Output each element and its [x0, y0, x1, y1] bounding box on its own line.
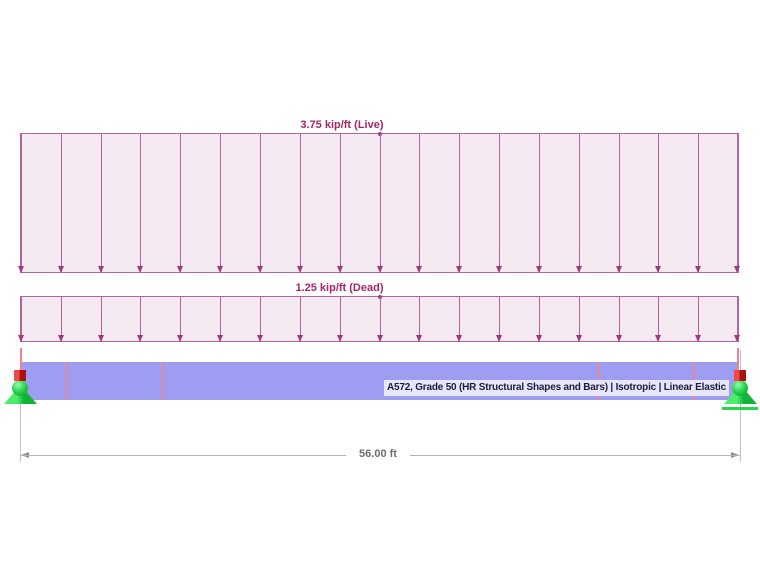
load-arrow-icon [575, 134, 582, 273]
dead-load-label: 1.25 kip/ft (Dead) [295, 282, 384, 294]
dimension-line-right[interactable] [410, 455, 740, 456]
support-ball [12, 380, 28, 396]
load-arrow-icon [695, 297, 702, 342]
dead-load-arrows [18, 297, 740, 342]
load-arrow-icon [456, 134, 463, 273]
live-load-block[interactable]: 3.75 kip/ft (Live) [18, 119, 740, 273]
live-load-arrows [18, 134, 740, 273]
load-arrow-icon [256, 297, 263, 342]
span-dimension-label[interactable]: 56.00 ft [359, 448, 397, 460]
load-arrow-icon [217, 297, 224, 342]
node-marker-icon [14, 370, 26, 381]
load-arrow-icon [296, 297, 303, 342]
support-ball [732, 380, 748, 396]
node-marker-icon [734, 370, 746, 381]
load-arrow-icon [57, 297, 64, 342]
load-arrow-icon [615, 134, 622, 273]
beam-node-tick [66, 362, 68, 400]
live-load-label: 3.75 kip/ft (Live) [300, 119, 384, 131]
beam-node-tick [162, 362, 164, 400]
load-arrow-icon [57, 134, 64, 273]
load-arrow-icon [97, 297, 104, 342]
load-arrow-icon [376, 134, 383, 273]
load-arrow-icon [376, 297, 383, 342]
load-arrow-icon [575, 297, 582, 342]
load-arrow-icon [495, 297, 502, 342]
dead-load-block[interactable]: 1.25 kip/ft (Dead) [18, 282, 740, 342]
load-arrow-icon [416, 297, 423, 342]
load-arrow-icon [256, 134, 263, 273]
load-arrow-icon [734, 134, 740, 273]
load-arrow-icon [495, 134, 502, 273]
load-arrow-icon [296, 134, 303, 273]
load-arrow-icon [18, 297, 24, 342]
load-arrow-icon [416, 134, 423, 273]
load-arrow-icon [615, 297, 622, 342]
load-arrow-icon [655, 297, 662, 342]
roller-line [722, 407, 758, 410]
load-arrow-icon [734, 297, 740, 342]
load-arrow-icon [217, 134, 224, 273]
load-arrow-icon [137, 297, 144, 342]
load-arrow-icon [18, 134, 24, 273]
load-arrow-icon [177, 297, 184, 342]
dimension-line-left[interactable] [20, 455, 346, 456]
load-arrow-icon [97, 134, 104, 273]
load-arrow-icon [695, 134, 702, 273]
load-arrow-icon [655, 134, 662, 273]
right-extension-line [740, 350, 741, 462]
material-label[interactable]: A572, Grade 50 (HR Structural Shapes and… [383, 380, 729, 396]
load-arrow-icon [336, 297, 343, 342]
load-arrow-icon [177, 134, 184, 273]
load-arrow-icon [535, 134, 542, 273]
load-arrow-icon [535, 297, 542, 342]
load-arrow-icon [456, 297, 463, 342]
load-arrow-icon [336, 134, 343, 273]
load-arrow-icon [137, 134, 144, 273]
left-extension-line [20, 350, 21, 462]
